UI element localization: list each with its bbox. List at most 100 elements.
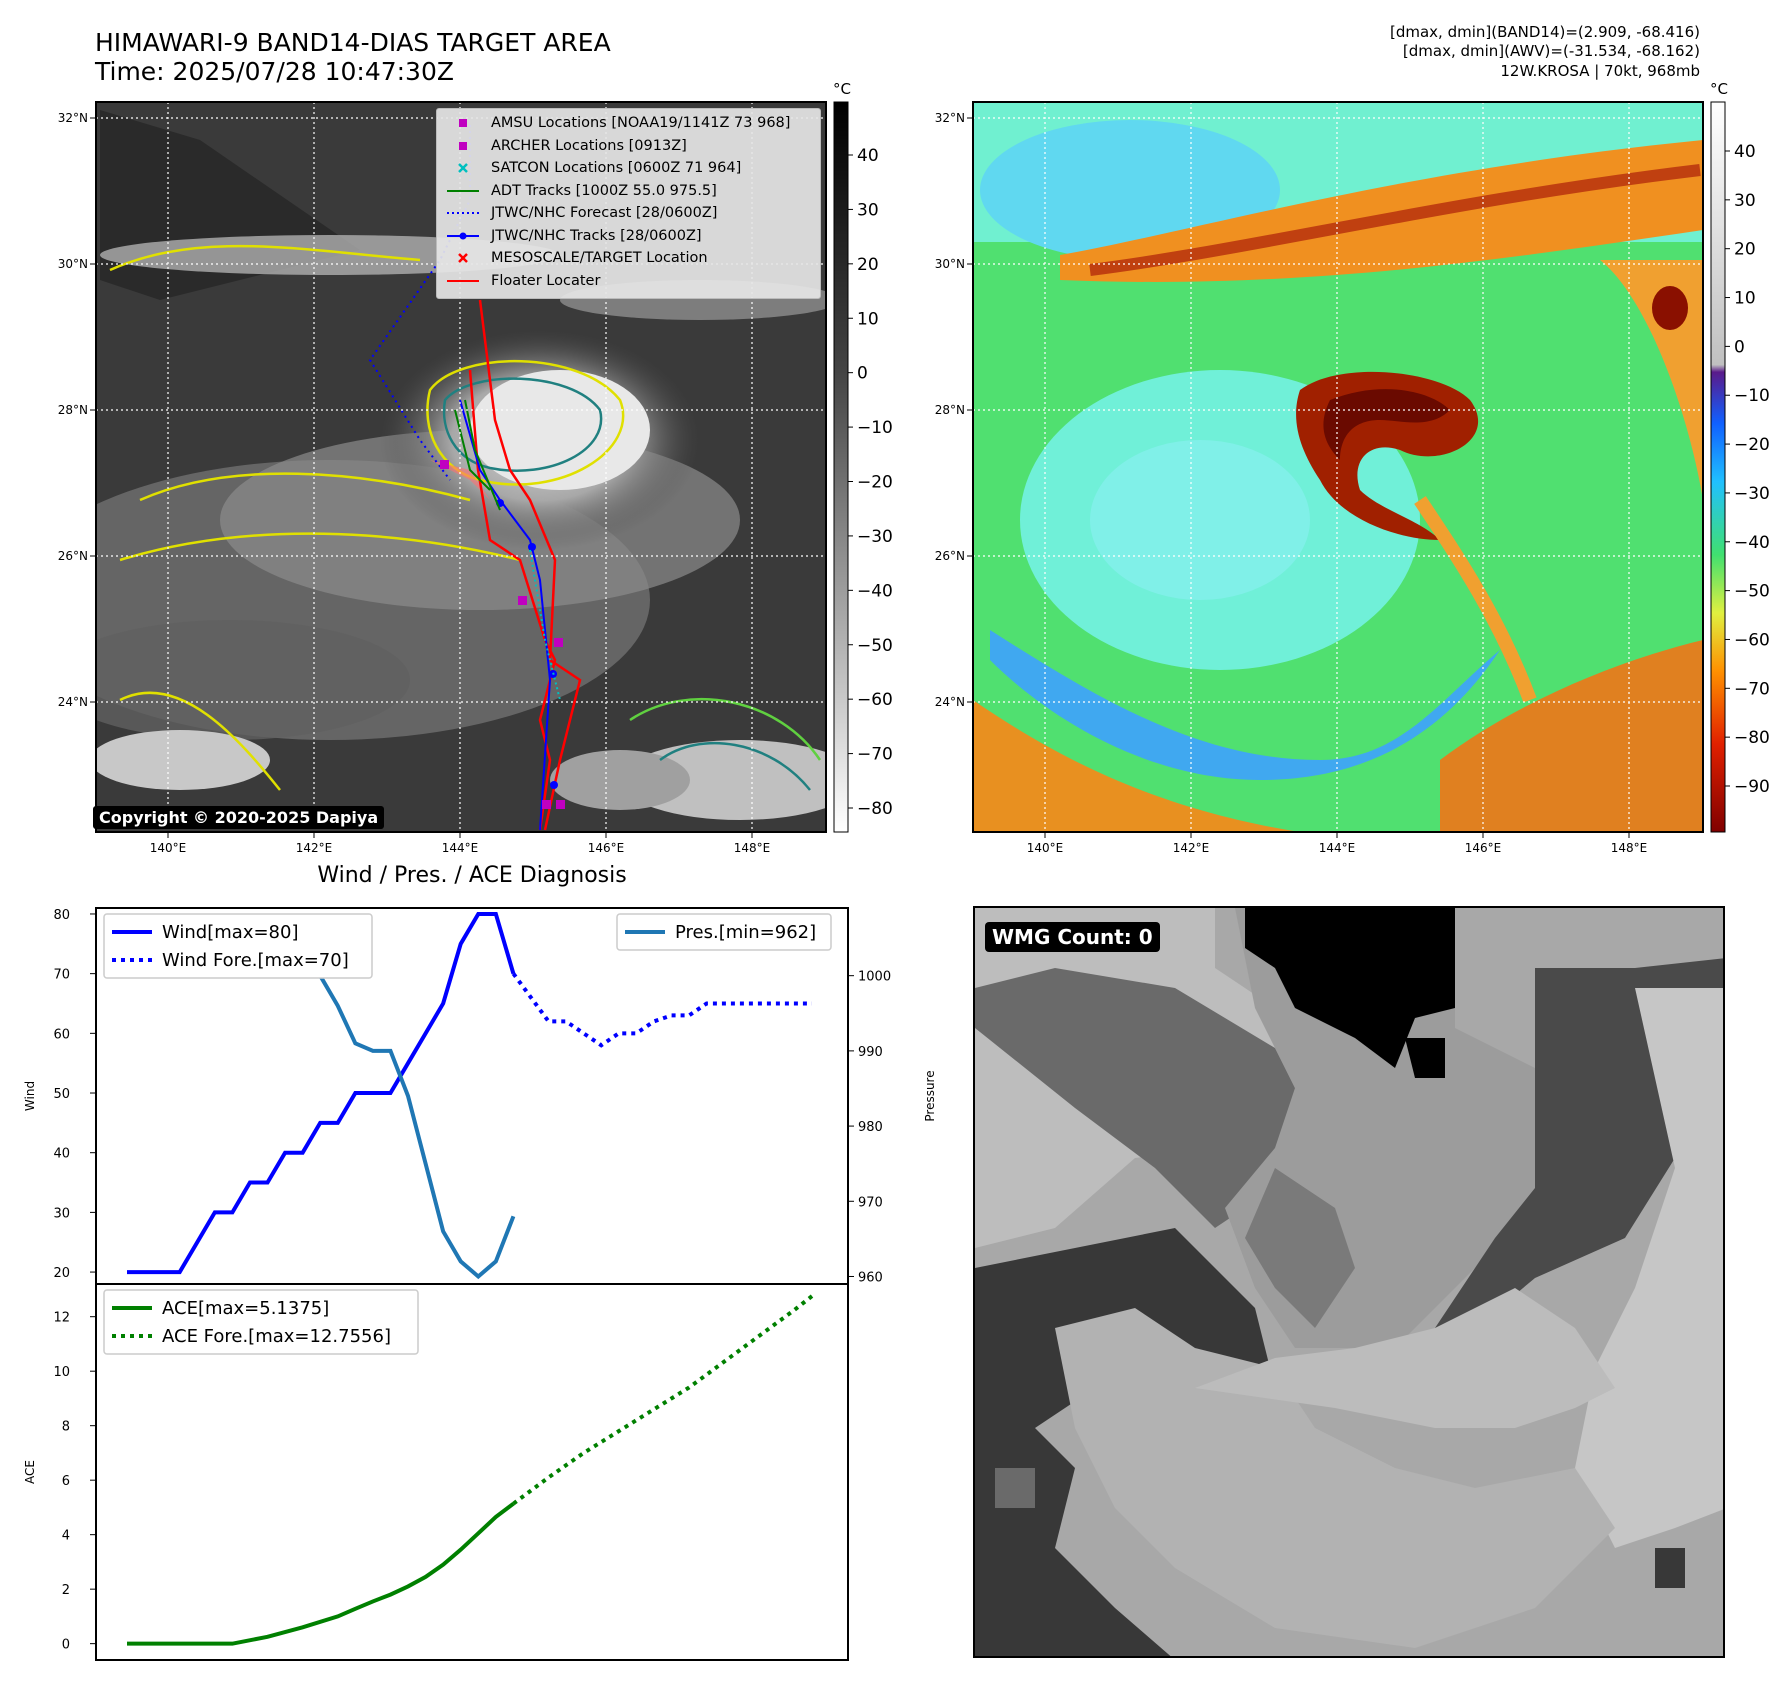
wind-axis-label: Wind [23,1081,37,1111]
colorbar-awv-tick: 40 [1734,142,1756,162]
pressure-axis-label: Pressure [923,1070,937,1121]
colorbar-awv [1710,101,1726,833]
series-line [512,1294,814,1506]
colorbar-ir-tick: −40 [857,581,893,601]
colorbar-ir-tick: −50 [857,636,893,656]
series-line [127,1502,515,1646]
legend-item: Floater Locater [445,270,820,293]
awv-imagery [973,102,1703,832]
ir-map-panel: 40 30 20 10 0 −10 −20 −30 −40 −50 −60 −70 −80 40 30 20… [58,80,1770,855]
chart-legend [103,1289,419,1355]
ace-tick-label: 8 [62,1420,70,1435]
pressure-tick-label: 990 [858,1045,883,1060]
chart-legend-label: Pres.[min=962] [675,922,816,943]
colorbar-ir-tick: 0 [857,364,868,384]
colorbar-awv-tick: −70 [1734,679,1770,699]
lon-tick-label: 142°E [1173,841,1210,855]
colorbar-ir-tick: 40 [857,146,879,166]
ir-imagery [96,102,826,832]
legend-swatch [458,163,468,174]
diagnosis-title: Wind / Pres. / ACE Diagnosis [317,863,627,888]
colorbar-awv-tick: −10 [1734,386,1770,406]
wind-tick-label: 50 [53,1087,70,1102]
colorbar-awv-tick: −40 [1734,533,1770,553]
colorbar-awv-tick: −20 [1734,435,1770,455]
legend-item: SATCON Locations [0600Z 71 964] [445,157,820,180]
colorbar-awv-tick: −90 [1734,777,1770,797]
wind-tick-label: 30 [53,1206,70,1221]
chart-legend-label: Wind[max=80] [162,922,299,943]
legend-swatch [459,141,467,150]
lat-tick-label: 30°N [58,257,88,271]
colorbar-ir-unit: °C [833,80,851,98]
info-awv-range: [dmax, dmin](AWV)=(-31.534, -68.162) [1402,42,1700,60]
lon-tick-label: 146°E [1465,841,1502,855]
ace-tick-label: 12 [53,1311,70,1326]
legend-swatch [447,232,479,240]
colorbar-awv-tick: −30 [1734,484,1770,504]
chart-legend-label: ACE[max=5.1375] [162,1298,329,1319]
chart-legend [103,913,373,979]
info-storm-summary: 12W.KROSA | 70kt, 968mb [1500,62,1700,80]
ace-tick-label: 6 [62,1474,70,1489]
colorbar-ir-tick: −10 [857,418,893,438]
legend-swatch [459,119,467,128]
colorbar-ir-tick: 10 [857,309,879,329]
lat-tick-label: 24°N [58,695,88,709]
wmg-count-badge: WMG Count: 0 [985,922,1160,952]
lon-tick-label: 142°E [296,841,333,855]
lat-tick-label: 26°N [935,549,965,563]
legend-item: JTWC/NHC Forecast [28/0600Z] [445,202,820,225]
pressure-tick-label: 980 [858,1120,883,1135]
colorbar-ir-tick: 20 [857,255,879,275]
lat-tick-label: 28°N [58,403,88,417]
legend-item: ADT Tracks [1000Z 55.0 975.5] [445,180,820,203]
colorbar-awv-tick: 30 [1734,191,1756,211]
lat-tick-label: 32°N [935,111,965,125]
page-title: HIMAWARI-9 BAND14-DIAS TARGET AREA [95,28,611,57]
colorbar-ir [833,101,849,833]
wind-tick-label: 40 [53,1147,70,1162]
colorbar-awv-tick: −50 [1734,582,1770,602]
wind-tick-label: 20 [53,1266,70,1281]
legend-label: ARCHER Locations [0913Z] [491,137,687,154]
colorbar-awv-tick: 20 [1734,240,1756,260]
legend-label: JTWC/NHC Forecast [28/0600Z] [491,205,718,222]
legend-label: JTWC/NHC Tracks [28/0600Z] [491,227,702,244]
colorbar-ir-tick: 30 [857,200,879,220]
colorbar-ir-tick: −80 [857,799,893,819]
ace-axis-label: ACE [23,1460,37,1484]
wind-tick-label: 70 [53,968,70,983]
wind-tick-label: 60 [53,1027,70,1042]
colorbar-ir-tick: −30 [857,527,893,547]
colorbar-ir-tick: −60 [857,690,893,710]
legend-label: AMSU Locations [NOAA19/1141Z 73 968] [491,115,791,132]
legend-item: AMSU Locations [NOAA19/1141Z 73 968] [445,112,820,135]
lon-tick-label: 144°E [442,841,479,855]
chart-legend-label: ACE Fore.[max=12.7556] [162,1326,391,1347]
colorbar-awv-tick: 0 [1734,337,1745,357]
legend-label: SATCON Locations [0600Z 71 964] [491,160,742,177]
ace-tick-label: 0 [62,1638,70,1653]
lat-tick-label: 26°N [58,549,88,563]
legend-swatch [458,253,468,264]
legend-swatch [447,189,479,192]
lat-tick-label: 24°N [935,695,965,709]
colorbar-ir-tick: −70 [857,745,893,765]
pressure-tick-label: 960 [858,1270,883,1285]
colorbar-awv-tick: −80 [1734,728,1770,748]
lon-tick-label: 140°E [1027,841,1064,855]
legend-swatch [447,279,479,282]
chart-legend-label: Wind Fore.[max=70] [162,950,349,971]
legend-item: ARCHER Locations [0913Z] [445,135,820,158]
legend-label: ADT Tracks [1000Z 55.0 975.5] [491,182,717,199]
series-line [511,972,812,1048]
legend-item: JTWC/NHC Tracks [28/0600Z] [445,225,820,248]
ace-tick-label: 2 [62,1583,70,1598]
lon-tick-label: 140°E [150,841,187,855]
lat-tick-label: 32°N [58,111,88,125]
lon-tick-label: 146°E [588,841,625,855]
legend-label: Floater Locater [491,272,601,289]
wmg-panel: WMG Count: 0 [973,906,1725,1658]
info-band14-range: [dmax, dmin](BAND14)=(2.909, -68.416) [1389,23,1700,41]
